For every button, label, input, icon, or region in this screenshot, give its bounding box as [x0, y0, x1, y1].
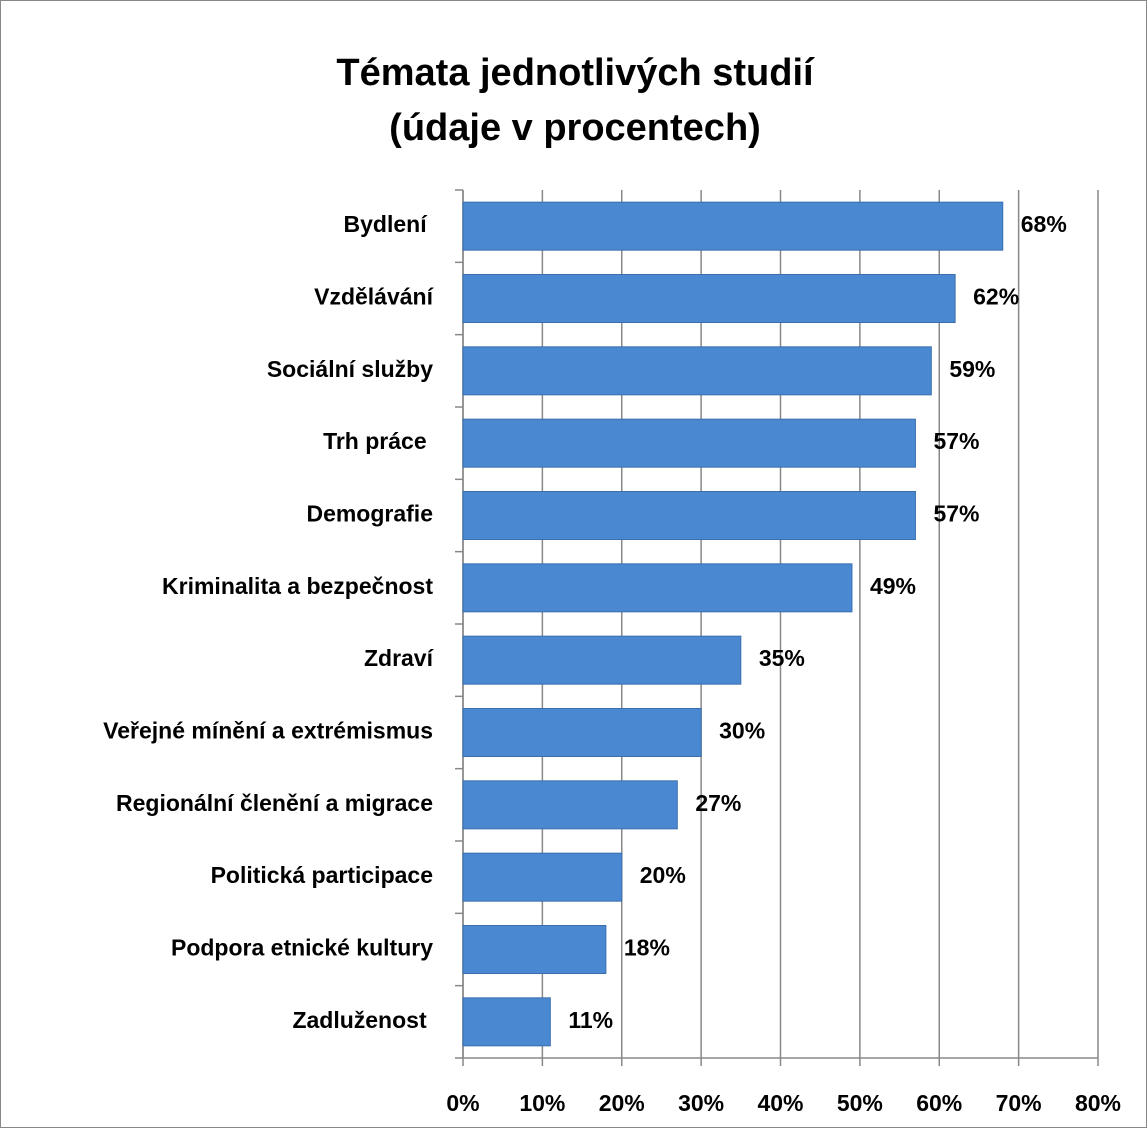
x-tick-label: 50% [837, 1090, 883, 1116]
y-tick-label: Sociální služby [267, 356, 433, 382]
chart-title: (údaje v procentech) [389, 107, 761, 149]
bar [462, 997, 551, 1047]
value-label: 68% [1021, 211, 1067, 237]
value-label: 18% [624, 935, 670, 961]
bar [462, 635, 742, 685]
bar [462, 491, 916, 540]
value-label: 11% [568, 1007, 613, 1033]
y-tick-label: Politická participace [211, 862, 433, 888]
chart-title: Témata jednotlivých studií [336, 52, 815, 94]
bar [462, 708, 702, 757]
y-tick-label: Kriminalita a bezpečnost [162, 573, 433, 599]
y-tick-label: Bydlení [344, 211, 433, 237]
bar [462, 418, 916, 468]
x-tick-label: 80% [1075, 1090, 1121, 1116]
value-label: 57% [933, 428, 979, 454]
y-tick-label: Demografie [306, 501, 433, 527]
value-label: 27% [695, 790, 741, 816]
bar [462, 925, 607, 974]
x-tick-label: 10% [519, 1090, 565, 1116]
value-label: 62% [973, 284, 1019, 310]
y-tick-label: Podpora etnické kultury [171, 935, 433, 961]
y-tick-label: Zadluženost [292, 1007, 433, 1033]
value-label: 20% [640, 862, 686, 888]
y-tick-label: Zdraví [364, 645, 435, 671]
value-label: 30% [719, 718, 765, 744]
y-tick-label: Trh práce [323, 428, 433, 454]
bar [462, 852, 623, 902]
value-label: 35% [759, 645, 805, 671]
bar [462, 201, 1004, 251]
value-label: 57% [933, 501, 979, 527]
x-tick-label: 0% [446, 1090, 479, 1116]
y-tick-label: Vzdělávání [314, 284, 434, 310]
value-label: 49% [870, 573, 916, 599]
x-tick-label: 60% [916, 1090, 962, 1116]
x-tick-label: 70% [996, 1090, 1042, 1116]
x-tick-label: 30% [678, 1090, 724, 1116]
bar [462, 780, 678, 830]
x-tick-label: 40% [757, 1090, 803, 1116]
x-tick-label: 20% [599, 1090, 645, 1116]
y-tick-label: Regionální členění a migrace [116, 790, 433, 816]
value-label: 59% [949, 356, 995, 382]
bar [462, 563, 853, 613]
bar [462, 274, 956, 323]
bar [462, 346, 932, 396]
y-tick-label: Veřejné mínění a extrémismus [103, 718, 433, 744]
